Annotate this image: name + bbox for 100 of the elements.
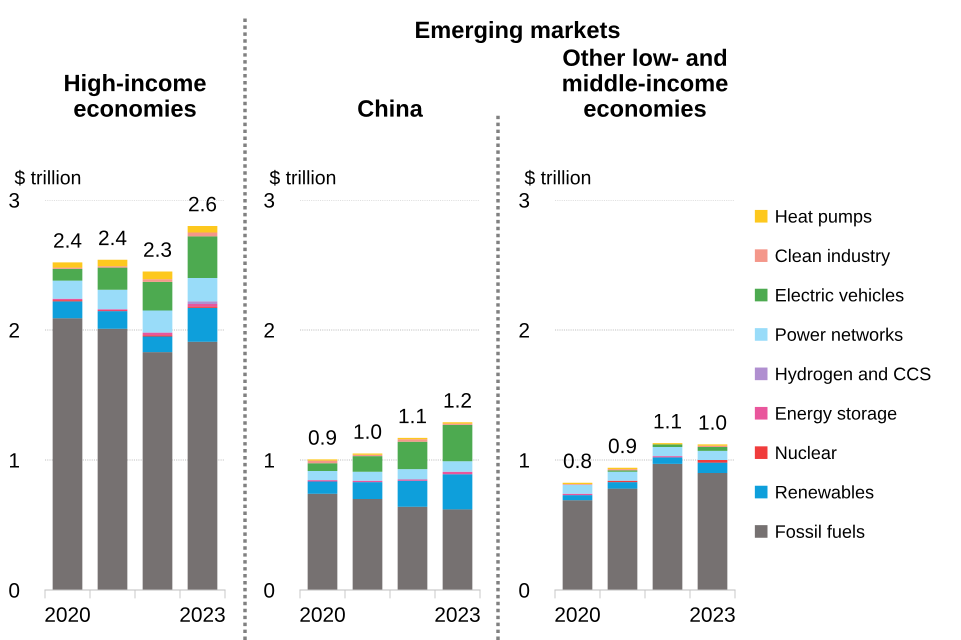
bar <box>442 461 472 472</box>
bar <box>188 308 218 342</box>
bar <box>98 260 128 266</box>
bar <box>352 482 382 499</box>
bar <box>308 460 338 464</box>
bar <box>698 473 728 590</box>
bar <box>652 464 682 590</box>
bar <box>98 311 128 329</box>
x-tick-label: 2023 <box>690 607 735 622</box>
bar <box>188 236 218 278</box>
total-label: 1.0 <box>700 415 726 430</box>
legend-label: Renewables <box>776 485 874 499</box>
bar <box>608 488 638 590</box>
y-tick-label: 3 <box>264 193 274 208</box>
total-label: 1.1 <box>400 408 426 424</box>
x-tick-label: 2020 <box>45 607 90 622</box>
total-label: 1.0 <box>354 424 382 439</box>
y-axis-title: $ trillion <box>14 170 80 186</box>
bar <box>442 474 472 510</box>
bar <box>608 482 638 489</box>
bar <box>442 424 472 462</box>
bar <box>608 472 638 481</box>
bar <box>698 450 728 460</box>
y-axis-title: $ trillion <box>524 170 590 186</box>
bar <box>652 447 682 456</box>
bar <box>398 480 428 507</box>
chart-title: Other low- and middle-income economies <box>563 48 728 117</box>
bar <box>188 226 218 232</box>
bar <box>142 282 172 310</box>
chart-title: High-income economies <box>65 74 206 117</box>
y-tick-label: 3 <box>9 193 20 208</box>
bar <box>308 481 338 494</box>
legend-label: Electric vehicles <box>776 288 904 302</box>
bar <box>562 495 592 500</box>
x-tick-label: 2020 <box>555 607 600 622</box>
bar <box>52 318 82 590</box>
bar <box>142 272 172 280</box>
bar <box>188 304 218 307</box>
total-label: 0.9 <box>308 430 336 445</box>
bar <box>98 328 128 590</box>
y-tick-label: 3 <box>519 193 530 208</box>
bar <box>398 469 428 480</box>
total-label: 2.4 <box>54 233 82 248</box>
bar <box>698 447 728 451</box>
x-tick-label: 2023 <box>180 607 225 622</box>
legend-label: Clean industry <box>776 248 890 266</box>
bar <box>398 439 428 442</box>
y-tick-label: 0 <box>9 583 20 598</box>
x-tick-label: 2020 <box>300 607 345 622</box>
bar <box>188 342 218 590</box>
bar <box>562 500 592 590</box>
bar <box>188 232 218 236</box>
bar <box>398 506 428 590</box>
bar <box>698 460 728 463</box>
total-label: 1.2 <box>444 393 471 408</box>
y-tick-label: 2 <box>264 323 274 338</box>
bar <box>308 463 338 472</box>
bar <box>562 484 592 494</box>
bar <box>698 462 728 473</box>
bar <box>308 471 338 480</box>
bar <box>652 444 682 447</box>
bar <box>188 301 218 304</box>
chart-title: China <box>358 100 423 117</box>
bar <box>142 336 172 352</box>
bar <box>142 279 172 282</box>
total-label: 0.9 <box>608 438 636 454</box>
y-axis-title: $ trillion <box>270 170 336 186</box>
bar <box>188 278 218 302</box>
bar <box>652 457 682 464</box>
bar <box>142 310 172 333</box>
text: Emerging markets <box>416 20 620 44</box>
bar <box>308 494 338 590</box>
legend-label: Energy storage <box>776 407 896 424</box>
bar <box>52 280 82 299</box>
y-tick-label: 2 <box>519 323 529 338</box>
y-tick-label: 1 <box>520 453 529 468</box>
bar <box>98 290 128 310</box>
bar <box>352 456 382 472</box>
y-tick-label: 2 <box>9 323 19 338</box>
total-label: 2.6 <box>189 196 216 212</box>
total-label: 2.3 <box>144 242 172 257</box>
bar <box>398 442 428 470</box>
y-tick-label: 1 <box>265 453 274 468</box>
x-tick-label: 2023 <box>435 607 480 622</box>
bar <box>52 301 82 318</box>
total-label: 0.8 <box>564 453 592 468</box>
bar <box>52 262 82 268</box>
bar <box>352 499 382 590</box>
bar <box>352 472 382 481</box>
bar <box>442 472 472 474</box>
total-label: 1.1 <box>654 414 681 428</box>
total-label: 2.4 <box>99 230 126 246</box>
legend-label: Heat pumps <box>776 210 872 226</box>
y-tick-label: 1 <box>10 453 19 468</box>
legend-label: Power networks <box>776 328 902 341</box>
legend-label: Nuclear <box>776 446 837 460</box>
y-tick-label: 0 <box>264 583 274 598</box>
bar <box>98 268 128 290</box>
bar <box>52 268 82 281</box>
legend-label: Fossil fuels <box>776 524 864 538</box>
